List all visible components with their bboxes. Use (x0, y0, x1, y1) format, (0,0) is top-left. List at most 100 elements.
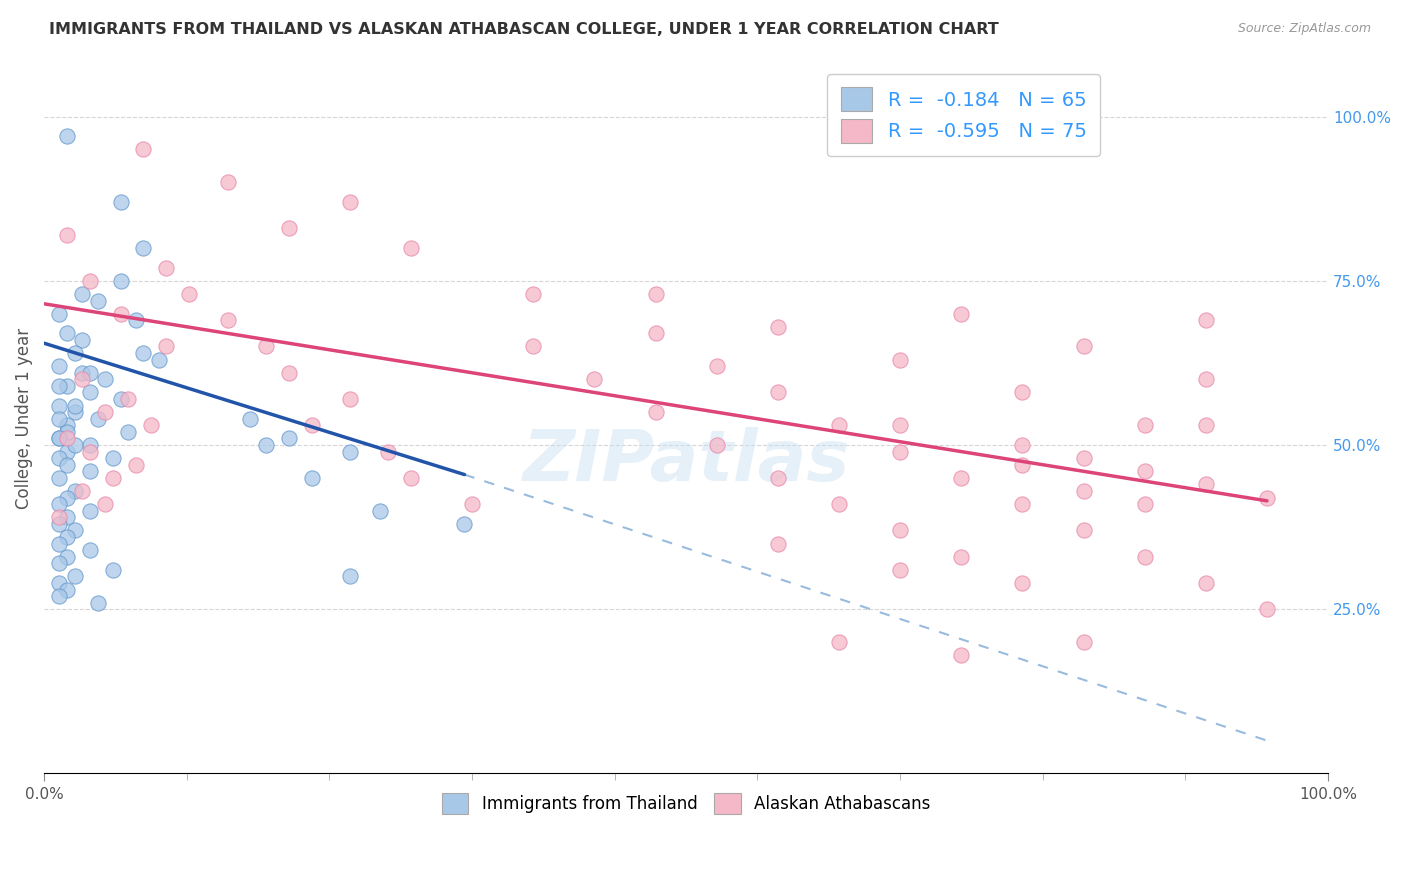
Point (48, 497, 70, 511)
Point (48, 451, 70, 466)
Point (48, 411, 70, 425)
Point (1011, 497, 1033, 511)
Point (1195, 313, 1218, 327)
Point (889, 352, 911, 367)
Point (48, 307, 70, 321)
Point (277, 366, 299, 380)
Point (110, 392, 132, 406)
Point (1133, 497, 1156, 511)
Point (56, 458, 79, 472)
Point (63, 569, 86, 583)
Point (132, 241, 155, 255)
Point (79, 385, 101, 400)
Point (132, 346, 155, 360)
Point (94, 372, 117, 386)
Point (79, 274, 101, 288)
Text: ZIPatlas: ZIPatlas (523, 426, 849, 496)
Point (132, 143, 155, 157)
Point (453, 516, 475, 531)
Point (56, 491, 79, 505)
Point (301, 471, 323, 485)
Point (766, 385, 789, 400)
Point (399, 471, 422, 485)
Point (79, 504, 101, 518)
Point (1011, 458, 1033, 472)
Point (139, 418, 162, 433)
Point (1073, 451, 1095, 466)
Point (522, 339, 544, 353)
Point (101, 451, 124, 466)
Point (1133, 418, 1156, 433)
Point (1073, 524, 1095, 538)
Point (63, 405, 86, 419)
Point (48, 432, 70, 446)
Point (1011, 385, 1033, 400)
Point (399, 241, 422, 255)
Point (889, 524, 911, 538)
Point (117, 392, 139, 406)
Point (48, 432, 70, 446)
Point (1073, 635, 1095, 649)
Point (766, 536, 789, 550)
Point (1256, 491, 1278, 505)
Point (583, 372, 606, 386)
Point (1133, 464, 1156, 478)
Point (94, 405, 117, 419)
Point (155, 260, 177, 275)
Point (125, 313, 148, 327)
Point (56, 227, 79, 242)
Point (828, 497, 851, 511)
Point (950, 648, 973, 663)
Point (48, 576, 70, 591)
Point (766, 319, 789, 334)
Point (56, 444, 79, 458)
Point (56, 530, 79, 544)
Point (48, 516, 70, 531)
Point (644, 326, 666, 341)
Point (148, 352, 170, 367)
Point (339, 569, 361, 583)
Point (179, 287, 201, 301)
Point (217, 313, 239, 327)
Point (56, 379, 79, 393)
Y-axis label: College, Under 1 year: College, Under 1 year (15, 328, 32, 509)
Point (277, 221, 299, 235)
Point (110, 274, 132, 288)
Point (63, 438, 86, 452)
Point (63, 399, 86, 413)
Point (766, 471, 789, 485)
Point (79, 366, 101, 380)
Point (370, 504, 392, 518)
Point (254, 339, 277, 353)
Point (1195, 418, 1218, 433)
Point (522, 287, 544, 301)
Point (461, 497, 484, 511)
Point (644, 405, 666, 419)
Point (63, 346, 86, 360)
Point (48, 556, 70, 570)
Point (56, 549, 79, 564)
Point (277, 432, 299, 446)
Point (125, 458, 148, 472)
Point (1011, 438, 1033, 452)
Point (48, 589, 70, 603)
Point (1195, 477, 1218, 491)
Point (86, 293, 108, 308)
Point (889, 418, 911, 433)
Point (86, 411, 108, 425)
Point (86, 596, 108, 610)
Point (79, 464, 101, 478)
Point (377, 444, 399, 458)
Point (1073, 483, 1095, 498)
Point (1256, 602, 1278, 616)
Point (217, 175, 239, 189)
Point (339, 194, 361, 209)
Point (254, 438, 277, 452)
Point (56, 425, 79, 439)
Point (101, 471, 124, 485)
Point (72, 333, 94, 347)
Point (48, 379, 70, 393)
Point (239, 411, 262, 425)
Point (72, 287, 94, 301)
Point (79, 543, 101, 558)
